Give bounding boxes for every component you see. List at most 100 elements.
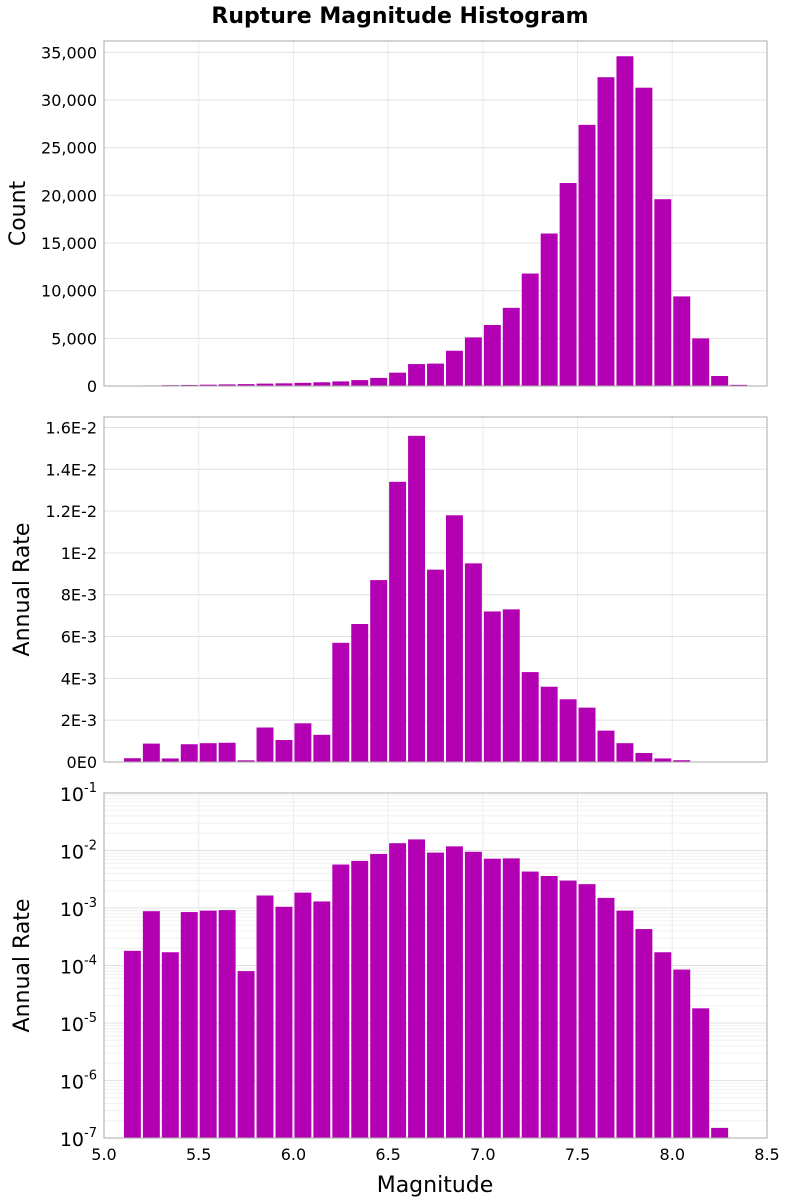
histogram-bar [711, 375, 729, 386]
histogram-bar [445, 515, 463, 762]
histogram-bar [180, 912, 198, 1138]
histogram-bar [351, 624, 369, 762]
histogram-bar [313, 901, 331, 1138]
histogram-bar [521, 672, 539, 762]
histogram-bar [654, 199, 672, 386]
y-tick-label: 35,000 [41, 43, 97, 62]
histogram-bar [521, 871, 539, 1138]
histogram-bar [332, 381, 350, 386]
histogram-bar [332, 864, 350, 1138]
histogram-bar [313, 382, 331, 386]
y-axis-label: Annual Rate [10, 523, 35, 657]
annual-rate-linear-panel: 0E0 2E-3 4E-3 6E-3 8E-3 1E-2 1.2E-2 1.4E-2 1.6E-… [10, 416, 768, 772]
histogram-bar [237, 971, 255, 1138]
histogram-bar [408, 839, 426, 1138]
histogram-bar [275, 383, 293, 386]
histogram-bar [445, 350, 463, 386]
histogram-bar [294, 892, 312, 1138]
y-tick-label: 6E-3 [61, 628, 97, 647]
histogram-bar [427, 852, 444, 1138]
histogram-bar [597, 730, 615, 762]
histogram-bar [502, 609, 520, 762]
histogram-bar [389, 843, 407, 1138]
y-tick-label: 10-3 [60, 896, 97, 921]
histogram-bar [370, 853, 388, 1138]
y-tick-label: 10-5 [60, 1011, 97, 1036]
histogram-bar [256, 383, 274, 386]
plot-frame [103, 792, 768, 1139]
histogram-bar [464, 851, 482, 1138]
histogram-bar [521, 273, 539, 386]
histogram-bar [559, 880, 577, 1138]
histogram-bar [464, 563, 482, 762]
histogram-bar [218, 384, 236, 386]
histogram-bar [294, 382, 312, 386]
histogram-bar [237, 760, 255, 762]
histogram-bar [142, 911, 160, 1138]
annual-rate-log-panel: 10-7 10-6 10-5 10-4 10-3 10-2 10-1 Annual Rate 5… [10, 781, 780, 1164]
histogram-bar [464, 337, 482, 386]
histogram-bar [540, 876, 558, 1138]
histogram-bar [559, 699, 577, 762]
y-tick-label: 1.4E-2 [45, 460, 97, 479]
histogram-bar [635, 929, 653, 1138]
histogram-bar [294, 723, 312, 762]
histogram-bar [199, 910, 217, 1138]
histogram-bar [616, 56, 634, 386]
histogram-bar [692, 338, 710, 386]
histogram-bar [351, 380, 369, 386]
x-tick-label: 8.0 [660, 1145, 685, 1164]
histogram-bar [180, 744, 198, 762]
histogram-bar [597, 897, 615, 1138]
histogram-bar [616, 743, 634, 762]
histogram-bar [370, 580, 388, 762]
y-axis-label: Annual Rate [10, 899, 35, 1033]
x-tick-label: 5.0 [91, 1145, 116, 1164]
x-axis-label: Magnitude [377, 1173, 494, 1198]
y-tick-label: 15,000 [41, 234, 97, 253]
histogram-bar [256, 727, 274, 762]
y-tick-label: 1.2E-2 [45, 502, 97, 521]
histogram-bar [502, 307, 520, 386]
y-tick-label: 0 [87, 377, 97, 396]
histogram-bar [673, 760, 691, 762]
y-tick-label: 5,000 [51, 329, 97, 348]
y-tick-label: 10-7 [60, 1126, 97, 1151]
histogram-bar [559, 183, 577, 386]
histogram-bar [597, 77, 615, 387]
histogram-bar [692, 1008, 710, 1138]
histogram-bar [332, 642, 350, 762]
y-tick-label: 10-1 [60, 781, 97, 806]
y-tick-label: 4E-3 [61, 669, 97, 688]
y-tick-label: 25,000 [41, 139, 97, 158]
histogram-bar [673, 296, 691, 386]
x-tick-label: 6.0 [281, 1145, 306, 1164]
histogram-bar [483, 858, 501, 1138]
histogram-bar [256, 895, 274, 1138]
y-tick-label: 10-4 [60, 954, 97, 979]
x-tick-label: 5.5 [186, 1145, 211, 1164]
histogram-bar [408, 364, 426, 386]
x-tick-label: 6.5 [375, 1145, 400, 1164]
histogram-bar [351, 860, 369, 1138]
histogram-bar [218, 910, 236, 1138]
histogram-bar [389, 481, 407, 762]
histogram-bar [578, 884, 596, 1138]
histogram-bar [540, 233, 558, 386]
histogram-bar [730, 384, 748, 386]
histogram-bar [218, 742, 236, 762]
histogram-bar [123, 950, 141, 1138]
y-tick-label: 2E-3 [61, 711, 97, 730]
y-tick-label: 30,000 [41, 91, 97, 110]
y-tick-label: 1E-2 [61, 544, 97, 563]
y-tick-label: 0E0 [67, 753, 97, 772]
histogram-bar [275, 740, 293, 762]
histogram-bar [578, 124, 596, 386]
histogram-bar [199, 384, 217, 386]
histogram-bar [502, 858, 520, 1138]
histogram-bar [654, 952, 672, 1138]
histogram-bar [199, 743, 217, 762]
y-tick-label: 1.6E-2 [45, 418, 97, 437]
y-tick-label: 10,000 [41, 282, 97, 301]
